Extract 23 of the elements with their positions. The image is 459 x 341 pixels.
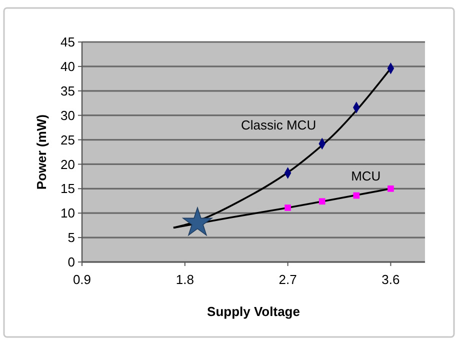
y-tick-label: 15 <box>60 181 75 196</box>
point <box>318 198 326 205</box>
x-tick-label: 3.6 <box>382 272 400 287</box>
point <box>182 207 212 236</box>
y-tick-label: 25 <box>60 132 75 148</box>
y-tick-label: 10 <box>60 206 75 221</box>
point <box>353 192 360 199</box>
y-tick-label: 30 <box>60 108 75 123</box>
x-tick-label: 1.8 <box>176 272 194 287</box>
x-tick-label: 2.7 <box>278 272 297 287</box>
y-tick-label: 5 <box>68 230 75 246</box>
y-tick-label: 40 <box>60 58 75 74</box>
x-axis-title: Supply Voltage <box>207 304 300 319</box>
series-label: MCU <box>351 168 381 184</box>
y-tick-label: 35 <box>60 83 75 98</box>
series-label: Classic MCU <box>240 118 316 133</box>
y-axis-title: Power (mW) <box>34 114 49 190</box>
point <box>284 204 291 211</box>
y-tick-label: 45 <box>60 34 75 50</box>
y-tick-label: 20 <box>60 156 75 172</box>
x-tick-label: 0.9 <box>72 272 92 287</box>
point <box>388 186 394 192</box>
y-tick-label: 0 <box>68 254 75 270</box>
